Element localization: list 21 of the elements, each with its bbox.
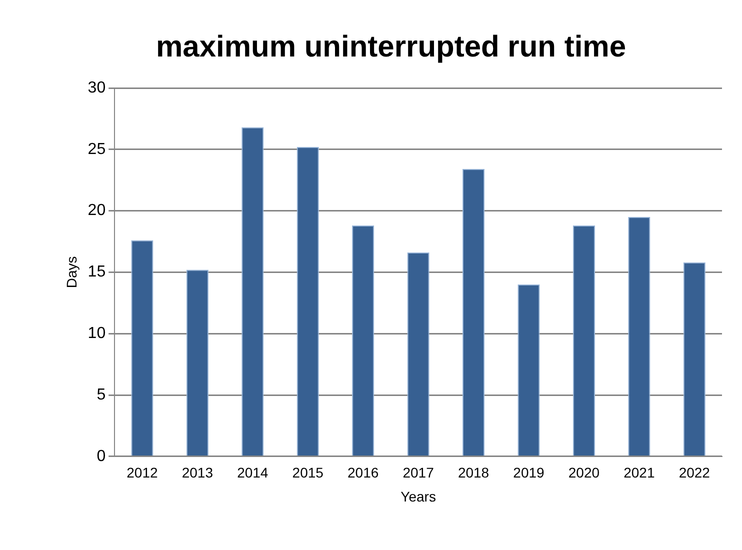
x-tick-label: 2020 bbox=[568, 464, 600, 481]
x-tick-label: 2015 bbox=[292, 464, 324, 481]
x-tick-label: 2018 bbox=[458, 464, 490, 481]
x-tick-label: 2016 bbox=[348, 464, 379, 481]
x-axis-title: Years bbox=[400, 488, 436, 504]
x-tick-label: 2022 bbox=[678, 464, 710, 481]
x-tick-label: 2012 bbox=[126, 464, 158, 481]
y-tick-label: 5 bbox=[96, 386, 106, 404]
x-tick-label: 2021 bbox=[624, 464, 655, 481]
chart-title: maximum uninterrupted run time bbox=[156, 30, 626, 64]
x-tick-label: 2017 bbox=[402, 464, 434, 481]
y-tick-label: 0 bbox=[96, 448, 106, 465]
y-tick-label: 30 bbox=[88, 79, 106, 96]
x-tick-label: 2013 bbox=[182, 464, 214, 481]
x-tick-label: 2014 bbox=[237, 464, 268, 481]
y-tick-label: 25 bbox=[88, 140, 106, 158]
y-tick-label: 15 bbox=[88, 264, 106, 281]
y-axis-title: Days bbox=[63, 256, 80, 288]
y-tick-label: 20 bbox=[88, 202, 106, 220]
x-tick-label: 2019 bbox=[513, 464, 545, 481]
y-tick-label: 10 bbox=[88, 325, 106, 342]
